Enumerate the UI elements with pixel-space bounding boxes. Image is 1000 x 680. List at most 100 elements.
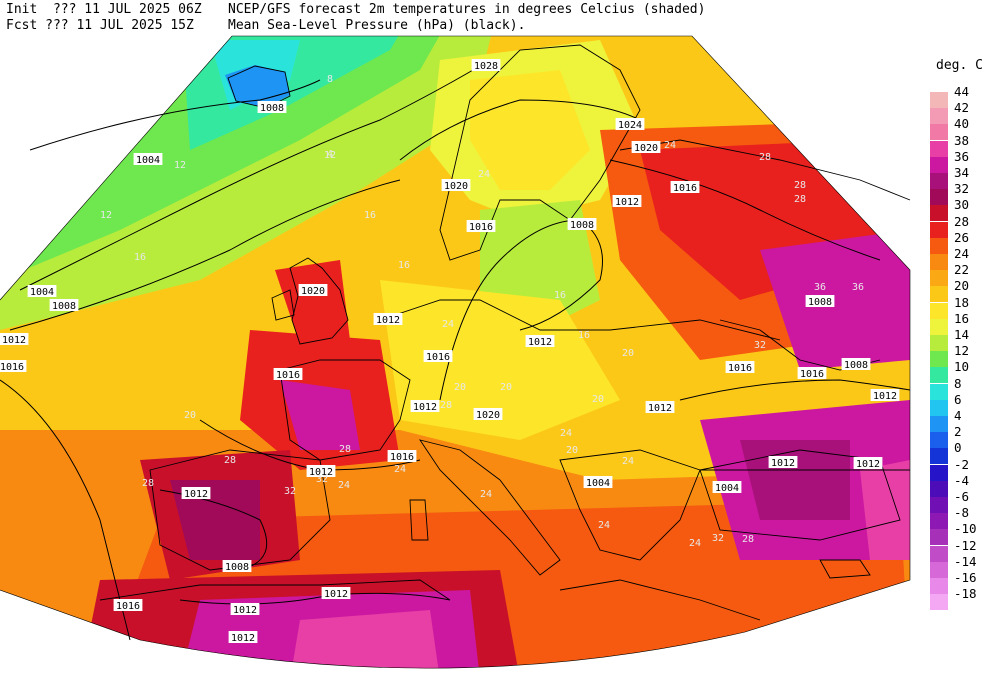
colorbar-label: -2 (954, 456, 970, 472)
isobar-label: 1012 (231, 633, 255, 644)
colorbar-swatch (930, 237, 948, 254)
isobar-label-bg (853, 457, 883, 469)
colorbar-swatch (930, 221, 948, 238)
isobar-label: 1008 (570, 220, 594, 231)
isobar-label-bg (525, 335, 555, 347)
isobar-label-bg (466, 220, 496, 232)
isobar-label-bg (49, 299, 79, 311)
temperature-label: 8 (327, 74, 333, 85)
temperature-label: 32 (712, 533, 724, 544)
colorbar-swatch (930, 416, 948, 432)
colorbar-label: 12 (954, 343, 970, 359)
colorbar-swatch (930, 254, 948, 270)
colorbar-label: 14 (954, 327, 970, 342)
temperature-label: 28 (794, 180, 806, 191)
isobar-label: 1012 (856, 459, 880, 470)
colorbar-swatch (930, 156, 948, 173)
colorbar-swatch (930, 286, 948, 303)
temperature-label: 32 (754, 340, 766, 351)
colorbar-swatch (930, 173, 948, 189)
colorbar-swatch (930, 383, 948, 400)
isobar-label: 1016 (426, 352, 450, 363)
isobar-label-bg (113, 599, 143, 611)
isobar-label-bg (841, 358, 871, 370)
colorbar-swatch (930, 464, 948, 481)
colorbar-swatch (930, 399, 948, 416)
isobar-label: 1004 (715, 483, 739, 494)
temperature-label: 20 (454, 382, 466, 393)
colorbar-label: 18 (954, 294, 970, 310)
temperature-label: 28 (759, 152, 771, 163)
temperature-label: 12 (324, 150, 336, 161)
colorbar-label: 10 (954, 359, 970, 375)
temperature-label: 16 (398, 260, 410, 271)
map-domain-edge (0, 35, 911, 669)
isobar-label: 1004 (30, 287, 54, 298)
isobar-label: 1004 (136, 155, 160, 166)
temperature-label: 28 (440, 400, 452, 411)
temperature-label: 16 (134, 252, 146, 263)
colorbar-swatch (930, 124, 948, 141)
temperature-label: 4 (327, 149, 333, 160)
isobar-label-bg (306, 465, 336, 477)
temperature-label: 12 (174, 160, 186, 171)
isobar-label: 1016 (800, 369, 824, 380)
isobar-label: 1004 (586, 478, 610, 489)
temperature-label: 28 (142, 478, 154, 489)
temperature-label: 36 (814, 282, 826, 293)
temperature-label: 24 (480, 489, 492, 500)
isobar-label-bg (797, 367, 827, 379)
colorbar-swatch (930, 480, 948, 497)
temperature-label: 20 (592, 394, 604, 405)
colorbar-swatch (930, 529, 948, 546)
isobar-label-bg (471, 59, 501, 71)
isobar-labels: 1028 1008 1004 1004 1008 1012 1016 1020 1024 1020… (0, 59, 900, 644)
map-title-line1: NCEP/GFS forecast 2m temperatures in deg… (228, 2, 706, 17)
isobar-label: 1016 (0, 362, 24, 373)
isobar-label: 1020 (444, 181, 468, 192)
colorbar-label: -6 (954, 489, 970, 504)
colorbar-label: 24 (954, 246, 970, 261)
isobar-label: 1008 (260, 103, 284, 114)
isobar-label: 1008 (808, 297, 832, 308)
isobar-label: 1008 (844, 360, 868, 371)
isobar-label: 1024 (618, 120, 642, 131)
colorbar-label: 38 (954, 132, 970, 148)
temperature-label: 20 (500, 382, 512, 393)
temperature-labels: 1212161616841220202424242828283232242020… (100, 74, 864, 549)
temperature-label: 28 (742, 534, 754, 545)
colorbar-label: -14 (954, 553, 977, 569)
fcst-label: Fcst ??? 11 JUL 2025 15Z (6, 18, 194, 33)
colorbar-label: 28 (954, 213, 970, 229)
colorbar-swatch (930, 189, 948, 206)
isobar-label: 1012 (873, 391, 897, 402)
colorbar-swatch (930, 108, 948, 125)
temperature-label: 16 (364, 210, 376, 221)
temperature-label: 28 (339, 444, 351, 455)
isobar-label: 1020 (634, 143, 658, 154)
isobar-label-bg (298, 284, 328, 296)
colorbar-swatch (930, 594, 948, 611)
temperature-label: 32 (316, 474, 328, 485)
isobar-label: 1016 (728, 363, 752, 374)
isobar-label-bg (615, 118, 645, 130)
isobar-label: 1008 (225, 562, 249, 573)
temperature-label: 32 (284, 486, 296, 497)
colorbar-swatch (930, 205, 948, 222)
isobar-label: 1012 (413, 402, 437, 413)
colorbar-label: -4 (954, 472, 970, 488)
temperature-label: 24 (598, 520, 610, 531)
colorbar-unit: deg. C (936, 58, 983, 73)
colorbar-label: 16 (954, 310, 970, 326)
isobar-label-bg (805, 295, 835, 307)
coastlines (99, 44, 911, 621)
colorbar-swatch (930, 513, 948, 530)
colorbar-swatch (930, 448, 948, 465)
temperature-label: 24 (560, 428, 572, 439)
colorbar-swatch (930, 545, 948, 562)
temperature-label: 24 (478, 169, 490, 180)
colorbar-swatch (930, 270, 948, 287)
colorbar-label: 4 (954, 408, 962, 423)
isobar-label-bg (228, 631, 258, 643)
isobar-label: 1016 (673, 183, 697, 194)
